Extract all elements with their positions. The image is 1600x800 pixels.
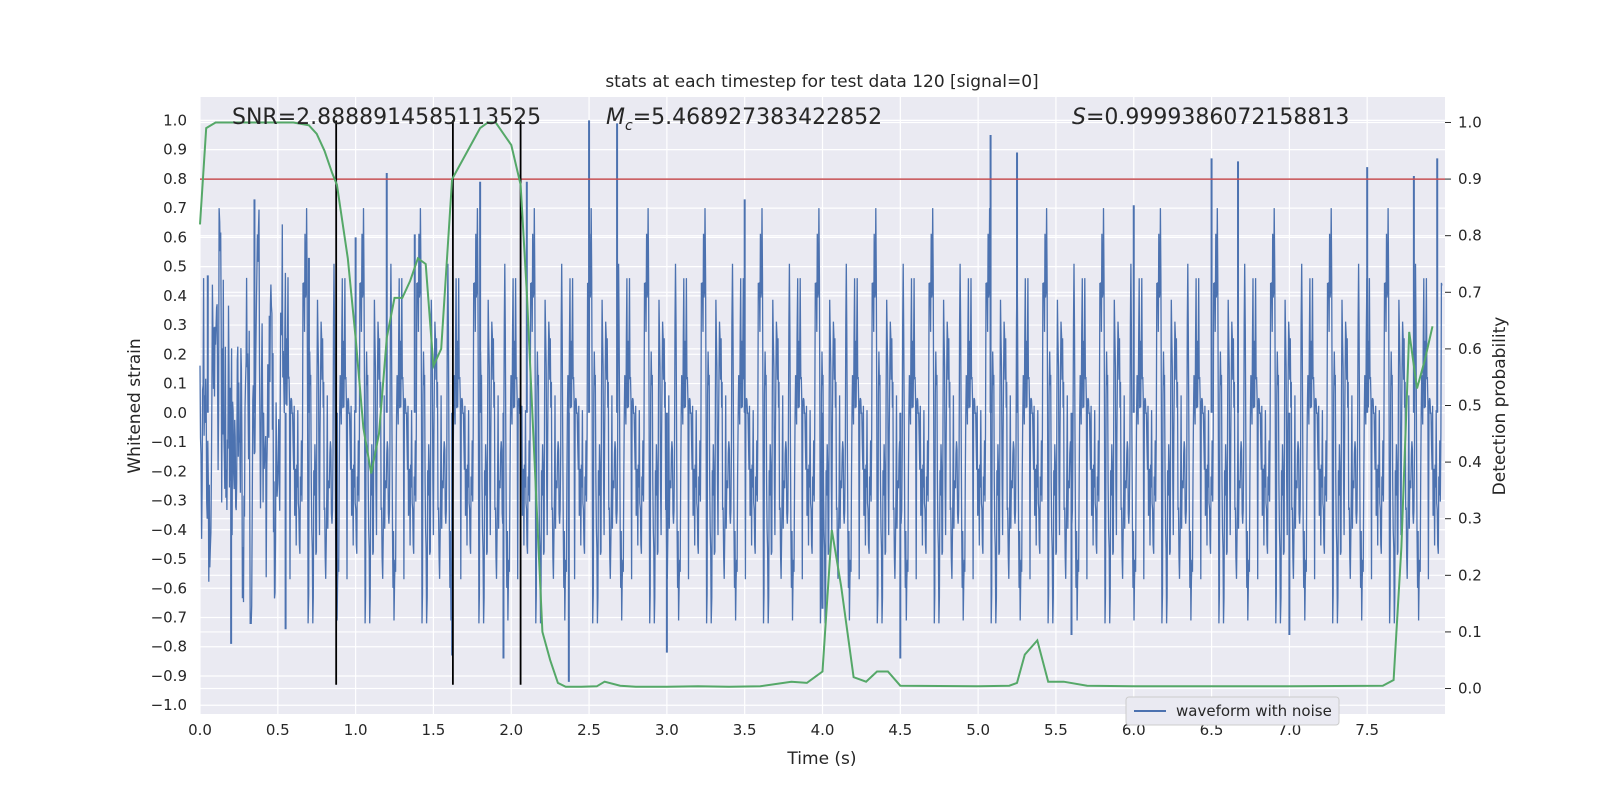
y-tick-label: −0.7	[151, 609, 187, 627]
y2-tick-label: 0.8	[1458, 227, 1482, 245]
y2-tick-label: 0.7	[1458, 283, 1482, 301]
y-tick-label: 0.4	[163, 287, 187, 305]
y-tick-label: −0.9	[151, 667, 187, 685]
legend-box	[1125, 696, 1340, 726]
y-tick-label: 0.9	[163, 141, 187, 159]
y2-tick-label: 0.6	[1458, 340, 1482, 358]
probability-series	[199, 121, 1434, 688]
x-tick-label: 2.5	[577, 721, 601, 739]
strain-noise-trace	[199, 208, 1443, 625]
y-tick-label: −0.5	[151, 550, 187, 568]
x-tick-label: 0.5	[266, 721, 290, 739]
y2-tick-label: 0.2	[1458, 566, 1482, 584]
x-tick-label: 4.0	[811, 721, 835, 739]
y-tick-label: 0.5	[163, 258, 187, 276]
y2-tick-label: 0.5	[1458, 397, 1482, 415]
y2-tick-label: 0.9	[1458, 170, 1482, 188]
x-tick-label: 5.5	[1044, 721, 1068, 739]
x-tick-label: 1.0	[344, 721, 368, 739]
x-tick-label: 5.0	[966, 721, 990, 739]
y-tick-label: 0.1	[163, 375, 187, 393]
legend: waveform with noise	[1125, 696, 1340, 726]
y2-tick-label: 0.4	[1458, 453, 1482, 471]
y-tick-label: −1.0	[151, 696, 187, 714]
snr-stat: SNR=2.8888914585113525	[232, 105, 541, 130]
y2-tick-label: 1.0	[1458, 113, 1482, 131]
y-axis-label: Whitened strain	[125, 338, 145, 473]
y-tick-label: 0.0	[163, 404, 187, 422]
overlay-lines	[200, 120, 1445, 685]
x-tick-label: 4.5	[888, 721, 912, 739]
y-tick-label: 0.8	[163, 170, 187, 188]
x-tick-label: 2.0	[499, 721, 523, 739]
y-tick-label: 1.0	[163, 111, 187, 129]
y-tick-label: 0.6	[163, 228, 187, 246]
y-tick-label: −0.4	[151, 521, 187, 539]
y-tick-label: −0.3	[151, 492, 187, 510]
y-tick-label: 0.3	[163, 316, 187, 334]
y-tick-label: −0.8	[151, 638, 187, 656]
y-tick-label: 0.2	[163, 345, 187, 363]
y-tick-label: −0.6	[151, 579, 187, 597]
tick-labels: 0.0 0.5 1.0 1.5 2.0 2.5 3.0 3.5 4.0 4.5 5.0 5.5 6.0 6…	[151, 111, 1482, 739]
x-tick-label: 1.5	[422, 721, 446, 739]
significance-stat: S=0.9999386072158813	[1072, 105, 1349, 130]
chart-title: stats at each timestep for test data 120…	[605, 72, 1038, 92]
x-axis-label: Time (s)	[786, 749, 856, 769]
y2-tick-label: 0.0	[1458, 680, 1482, 698]
x-tick-label: 0.0	[188, 721, 212, 739]
probability-line	[199, 121, 1434, 688]
y-tick-label: −0.1	[151, 433, 187, 451]
y-tick-label: 0.7	[163, 199, 187, 217]
x-tick-label: 3.0	[655, 721, 679, 739]
y2-tick-label: 0.1	[1458, 623, 1482, 641]
legend-label: waveform with noise	[1176, 702, 1332, 720]
chirp-mass-stat: Mc=5.468927383422852	[606, 105, 882, 134]
y2-tick-label: 0.3	[1458, 510, 1482, 528]
y2-axis-label: Detection probability	[1490, 317, 1510, 496]
x-tick-label: 3.5	[733, 721, 757, 739]
y-tick-label: −0.2	[151, 462, 187, 480]
x-tick-label: 7.5	[1355, 721, 1379, 739]
